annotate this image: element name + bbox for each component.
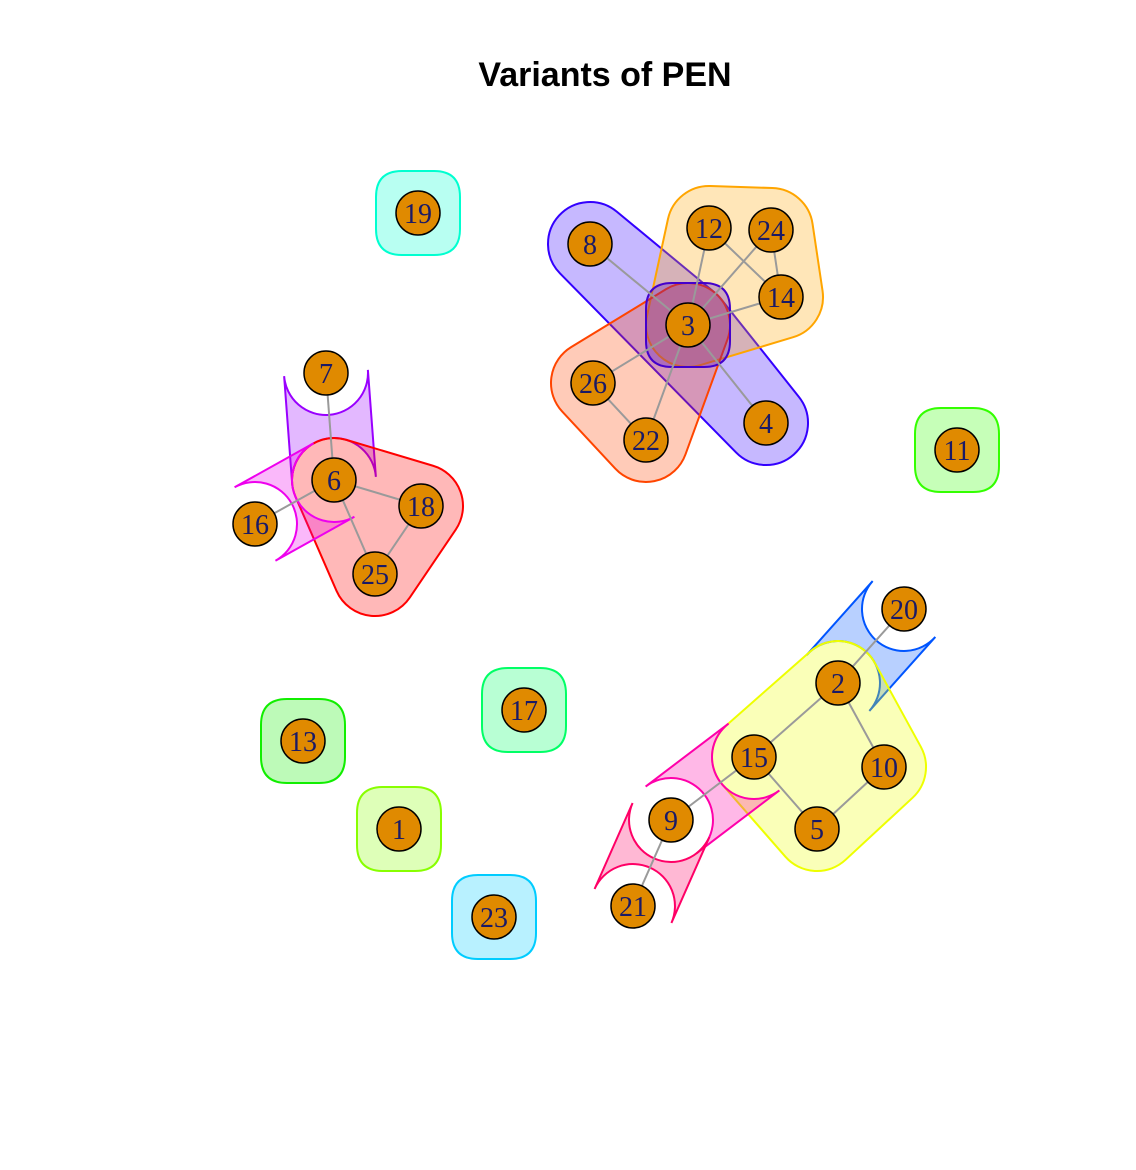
node-label: 7: [319, 359, 333, 390]
node-circle: [861, 744, 907, 790]
node-label: 23: [480, 903, 508, 934]
node-circle: [743, 400, 789, 446]
node-circle: [311, 457, 357, 503]
node-label: 26: [579, 369, 607, 400]
node-3: 3: [665, 302, 711, 348]
group-hulls: [234, 170, 1000, 960]
node-4: 4: [743, 400, 789, 446]
node-circle: [280, 718, 326, 764]
node-15: 15: [731, 734, 777, 780]
node-label: 22: [632, 426, 660, 457]
node-circle: [794, 806, 840, 852]
node-16: 16: [232, 501, 278, 547]
node-circle: [758, 274, 804, 320]
node-circle: [471, 894, 517, 940]
node-20: 20: [881, 586, 927, 632]
node-circle: [815, 660, 861, 706]
node-circle: [303, 350, 349, 396]
node-8: 8: [567, 221, 613, 267]
node-circle: [881, 586, 927, 632]
node-13: 13: [280, 718, 326, 764]
node-circle: [748, 207, 794, 253]
node-circle: [395, 190, 441, 236]
node-circle: [570, 360, 616, 406]
node-circle: [376, 806, 422, 852]
node-label: 25: [361, 560, 389, 591]
node-label: 21: [619, 892, 647, 923]
node-19: 19: [395, 190, 441, 236]
node-label: 13: [289, 727, 317, 758]
node-7: 7: [303, 350, 349, 396]
plot-title: Variants of PEN: [478, 56, 732, 94]
node-11: 11: [934, 427, 980, 473]
node-5: 5: [794, 806, 840, 852]
node-circle: [232, 501, 278, 547]
node-label: 2: [831, 669, 845, 700]
node-18: 18: [398, 483, 444, 529]
node-12: 12: [686, 205, 732, 251]
node-21: 21: [610, 883, 656, 929]
node-label: 16: [241, 510, 269, 541]
node-circle: [731, 734, 777, 780]
node-23: 23: [471, 894, 517, 940]
node-circle: [501, 687, 547, 733]
node-1: 1: [376, 806, 422, 852]
node-label: 10: [870, 753, 898, 784]
node-label: 1: [392, 815, 406, 846]
nodes: 1234567891011121314151617181920212223242…: [232, 190, 980, 940]
node-label: 20: [890, 595, 918, 626]
node-circle: [623, 417, 669, 463]
node-label: 4: [759, 409, 773, 440]
node-circle: [648, 797, 694, 843]
node-label: 5: [810, 815, 824, 846]
node-24: 24: [748, 207, 794, 253]
node-label: 12: [695, 214, 723, 245]
node-circle: [567, 221, 613, 267]
node-circle: [686, 205, 732, 251]
node-6: 6: [311, 457, 357, 503]
node-label: 6: [327, 466, 341, 497]
node-22: 22: [623, 417, 669, 463]
node-label: 15: [740, 743, 768, 774]
node-26: 26: [570, 360, 616, 406]
node-label: 9: [664, 806, 678, 837]
node-circle: [610, 883, 656, 929]
node-circle: [934, 427, 980, 473]
node-label: 8: [583, 230, 597, 261]
node-label: 17: [510, 696, 538, 727]
node-label: 19: [404, 199, 432, 230]
node-17: 17: [501, 687, 547, 733]
node-circle: [398, 483, 444, 529]
node-label: 3: [681, 311, 695, 342]
node-label: 11: [944, 436, 971, 467]
node-label: 24: [757, 216, 785, 247]
node-circle: [665, 302, 711, 348]
node-2: 2: [815, 660, 861, 706]
node-25: 25: [352, 551, 398, 597]
node-label: 18: [407, 492, 435, 523]
node-10: 10: [861, 744, 907, 790]
node-14: 14: [758, 274, 804, 320]
node-label: 14: [767, 283, 795, 314]
node-circle: [352, 551, 398, 597]
node-9: 9: [648, 797, 694, 843]
